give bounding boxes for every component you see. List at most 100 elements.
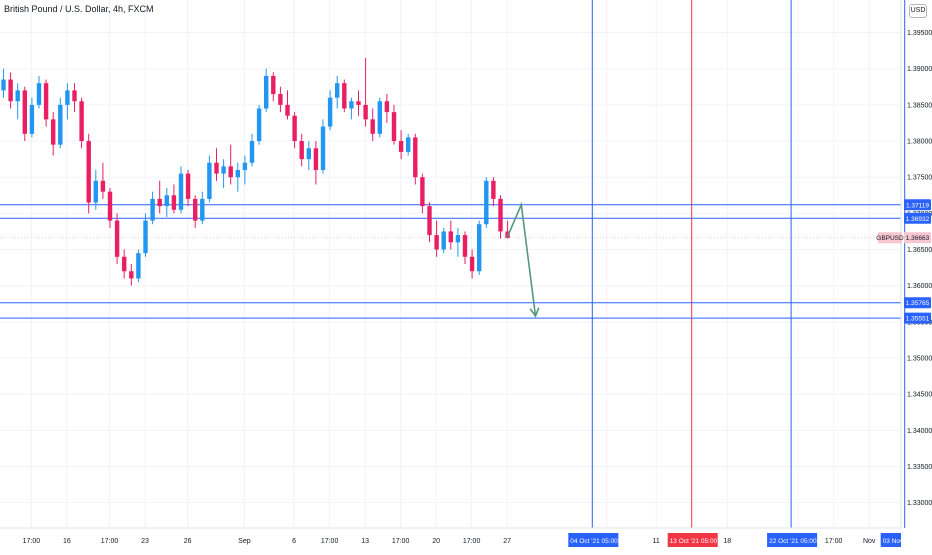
candle-body: [178, 173, 184, 210]
candle-body: [491, 180, 496, 199]
axis-labels: 1.37119 1.36932 1.35765 1.35551 1.36663GBPUS…: [568, 199, 931, 547]
candle-body: [1, 79, 6, 91]
candle-body: [363, 104, 368, 120]
candle-body: [185, 173, 191, 199]
time-tick-label: 6: [292, 538, 296, 545]
candle-body: [498, 198, 503, 232]
date-marker-label: 22 Oct '21 05:00: [769, 538, 817, 545]
date-marker-badge: [568, 533, 619, 547]
candle-body: [434, 235, 439, 250]
candle-body: [51, 119, 56, 145]
candle-body: [171, 195, 177, 210]
date-marker-badge: [667, 533, 718, 547]
price-tick-label: 1.36500: [907, 247, 932, 254]
time-tick-label: 17:00: [321, 538, 339, 545]
candle-body: [100, 180, 106, 192]
symbol-badge: [878, 232, 902, 244]
candle-body: [157, 198, 162, 207]
candle-body: [370, 119, 375, 134]
price-tick-label: 1.35000: [907, 356, 932, 363]
candle-body: [36, 83, 42, 105]
time-tick-label: 17:00: [463, 538, 481, 545]
candle-body: [455, 235, 461, 243]
candle-body: [484, 180, 489, 225]
price-tick-label: 1.37500: [907, 175, 932, 182]
time-tick-label: 27: [503, 538, 511, 545]
date-marker-badge: [880, 533, 901, 547]
price-tick-label: 1.39500: [907, 30, 932, 37]
candle-body: [129, 271, 134, 279]
candle-body: [143, 220, 148, 254]
candle-body: [306, 148, 311, 160]
candle-body: [264, 75, 269, 109]
candle-body: [342, 83, 347, 109]
candle-body: [377, 101, 382, 134]
candle-body: [93, 180, 98, 203]
time-tick-label: 26: [184, 538, 192, 545]
vertical-marker-lines: [591, 0, 906, 528]
time-axis: 17:00 16 17:00 23 26 Sep 6 17:00 13 17:00 20 17:00 2…: [23, 538, 876, 545]
level-price-badge: [904, 212, 931, 224]
level-price-label: 1.35765: [906, 300, 930, 307]
price-tick-label: 1.33000: [907, 500, 932, 507]
candle-body: [406, 137, 411, 152]
time-tick-label: 17:00: [101, 538, 119, 545]
price-tick-label: 1.33500: [907, 464, 932, 471]
time-tick-label: Nov: [863, 538, 876, 545]
projection-arrow: [506, 201, 540, 318]
candle-body: [114, 220, 120, 257]
candle-body: [43, 83, 49, 120]
candle-body: [29, 104, 35, 134]
candle-body: [441, 231, 446, 250]
candle-body: [420, 177, 425, 207]
candle-body: [150, 198, 155, 221]
level-price-label: 1.36932: [906, 216, 930, 223]
candle-body: [398, 141, 404, 152]
candle-body: [65, 90, 70, 105]
candle-body: [122, 256, 127, 272]
candle-body: [278, 94, 283, 105]
date-marker-badge: [767, 533, 818, 547]
candle-body: [292, 115, 297, 142]
candle-body: [384, 101, 390, 113]
price-tick-label: 1.34000: [907, 428, 932, 435]
candle-body: [221, 166, 226, 174]
candle-body: [256, 108, 262, 142]
time-tick-label: 20: [432, 538, 440, 545]
candle-body: [8, 79, 13, 102]
time-tick-label: 18: [723, 538, 731, 545]
candle-body: [235, 169, 240, 178]
chart-title: British Pound / U.S. Dollar, 4h, FXCM: [4, 4, 154, 14]
candle-body: [200, 198, 205, 221]
candle-body: [469, 256, 475, 272]
time-tick-label: 17:00: [23, 538, 41, 545]
currency-button[interactable]: USD: [909, 4, 927, 18]
candle-body: [58, 104, 63, 145]
projection-arrow-line[interactable]: [506, 201, 537, 317]
price-tick-label: 1.38500: [907, 102, 932, 109]
level-price-badge: [904, 312, 931, 324]
time-tick-label: 23: [141, 538, 149, 545]
candle-body: [72, 90, 77, 102]
date-marker-label: 13 Oct '21 05:00: [670, 538, 718, 545]
candle-body: [320, 126, 326, 170]
candle-body: [313, 148, 319, 170]
candle-body: [299, 141, 304, 160]
candle-body: [448, 231, 453, 243]
price-tick-label: 1.34500: [907, 392, 932, 399]
current-price-label: 1.36663: [906, 235, 930, 242]
level-price-label: 1.35551: [906, 316, 930, 323]
candle-body: [136, 253, 141, 279]
candle-body: [477, 224, 482, 272]
candle-body: [207, 162, 212, 199]
time-tick-label: 17:00: [392, 538, 410, 545]
candle-body: [285, 104, 290, 116]
price-tick-label: 1.38000: [907, 139, 932, 146]
candle-body: [356, 101, 361, 105]
current-price-badge: [904, 232, 931, 244]
candle-body: [214, 162, 219, 174]
candle-body: [427, 206, 432, 236]
candle-body: [22, 90, 27, 134]
